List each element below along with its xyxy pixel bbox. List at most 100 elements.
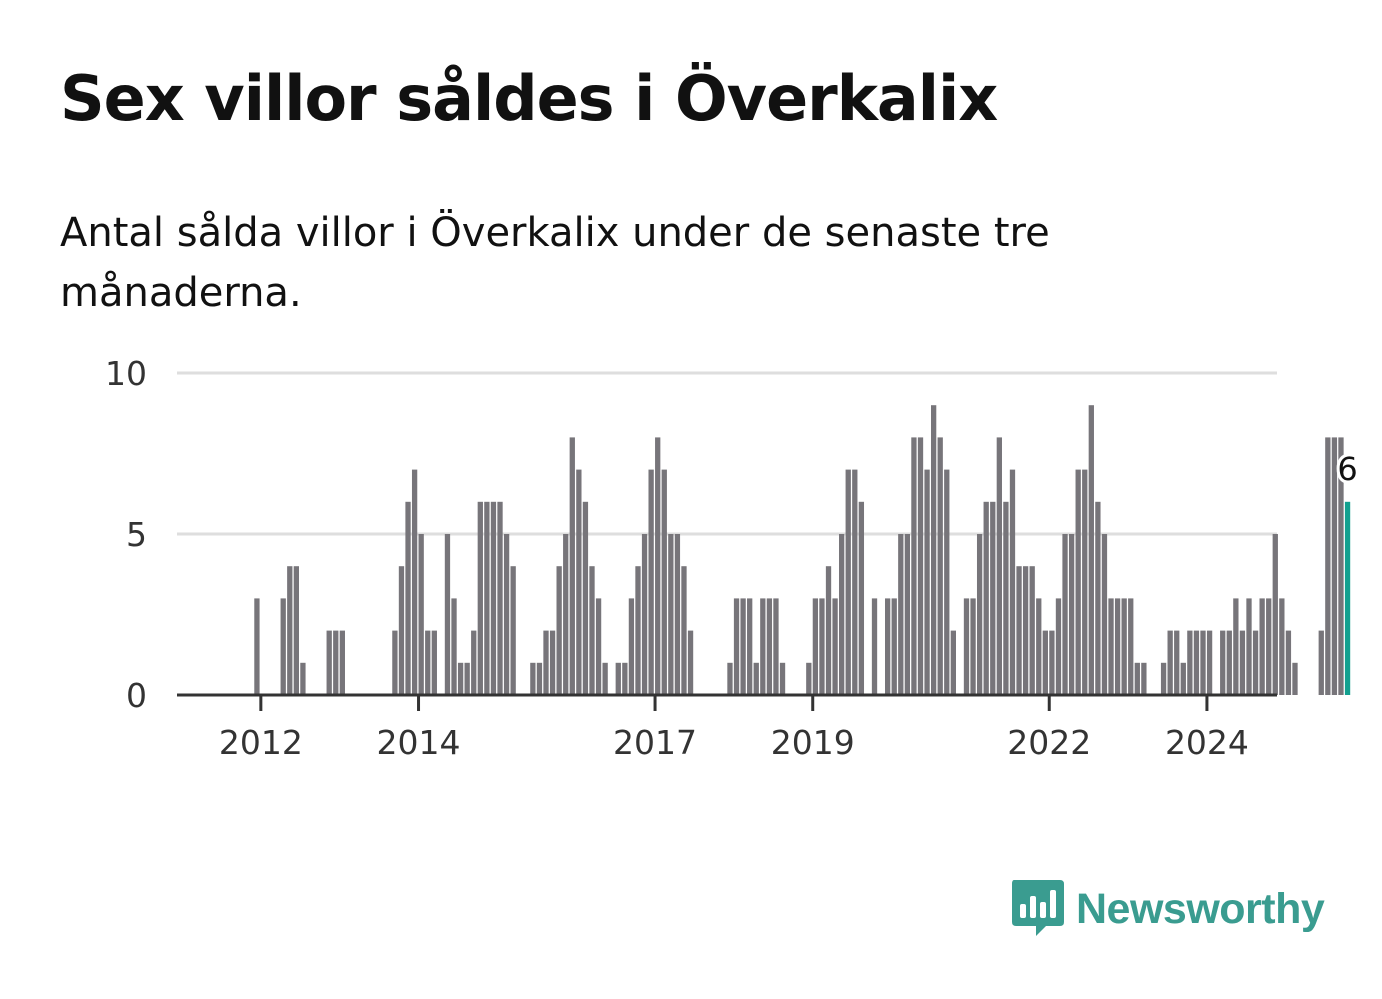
bar <box>1279 598 1285 695</box>
y-tick-label: 5 <box>126 515 147 554</box>
bar <box>1318 630 1324 695</box>
bar <box>898 534 904 695</box>
bar <box>1108 598 1114 695</box>
bar <box>300 662 306 695</box>
bar <box>1325 437 1331 695</box>
bar <box>1233 598 1239 695</box>
bar <box>418 534 424 695</box>
bar <box>628 598 635 695</box>
bar <box>569 437 575 695</box>
bar <box>1003 501 1009 695</box>
bar <box>477 501 483 695</box>
bar <box>904 534 911 695</box>
bar <box>576 469 582 695</box>
bar <box>451 598 457 695</box>
bar <box>641 534 648 695</box>
bar <box>917 437 924 695</box>
x-tick-label: 2012 <box>219 723 303 762</box>
bar <box>996 437 1002 695</box>
bar <box>970 598 976 695</box>
bar <box>963 598 970 695</box>
y-tick-label: 0 <box>126 676 147 715</box>
bar <box>911 437 917 695</box>
bar <box>1022 566 1029 695</box>
y-tick-label: 10 <box>105 354 147 393</box>
y-axis-ticks: 0 5 10 <box>105 354 147 715</box>
bar <box>1082 469 1088 695</box>
bar <box>753 662 759 695</box>
bar <box>1121 598 1127 695</box>
x-tick-label: 2014 <box>377 723 461 762</box>
bar <box>1331 437 1338 695</box>
bar <box>1141 662 1147 695</box>
bar <box>1075 469 1081 695</box>
bar <box>497 501 503 695</box>
x-tick-label: 2022 <box>1007 723 1091 762</box>
gridlines <box>177 371 1277 536</box>
bar <box>339 630 345 695</box>
bar <box>727 662 733 695</box>
newsworthy-logo: Newsworthy <box>1010 878 1325 940</box>
bar <box>1042 630 1048 695</box>
bar <box>661 469 667 695</box>
bar <box>1285 630 1292 695</box>
bar <box>885 598 891 695</box>
bar <box>668 534 674 695</box>
bar <box>1266 598 1272 695</box>
x-axis-ticks: 2012 2014 2017 2019 2022 2024 <box>219 695 1249 762</box>
bar <box>595 598 602 695</box>
bar <box>1246 598 1252 695</box>
bar <box>464 662 470 695</box>
bar <box>1200 630 1206 695</box>
bar <box>490 501 497 695</box>
bar <box>1049 630 1055 695</box>
bar <box>733 598 740 695</box>
bar <box>530 662 536 695</box>
bar <box>622 662 628 695</box>
bar <box>648 469 654 695</box>
bar <box>891 598 897 695</box>
bar <box>1128 598 1134 695</box>
x-tick-label: 2024 <box>1165 723 1249 762</box>
bar <box>411 469 418 695</box>
bar <box>635 566 641 695</box>
bar <box>405 501 411 695</box>
bar <box>556 566 562 695</box>
bar-chart: 0 5 10 2012 2014 2017 2019 2022 2024 6 <box>105 354 1358 762</box>
bar <box>1226 630 1232 695</box>
bar <box>924 469 930 695</box>
bar-highlight <box>1344 501 1351 695</box>
bar <box>457 662 464 695</box>
bars <box>254 405 1351 695</box>
bar <box>1062 534 1068 695</box>
bar <box>1239 630 1246 695</box>
bar <box>1292 662 1298 695</box>
bar <box>484 501 490 695</box>
bar <box>773 598 779 695</box>
bar <box>1174 630 1180 695</box>
bar <box>293 566 299 695</box>
bar <box>983 501 989 695</box>
bar <box>1180 662 1186 695</box>
bar <box>536 662 543 695</box>
bar <box>1101 534 1108 695</box>
bar <box>858 501 865 695</box>
bar <box>930 405 937 695</box>
bar <box>1272 534 1278 695</box>
bar <box>398 566 405 695</box>
bar <box>425 630 431 695</box>
bar <box>1338 437 1344 695</box>
bar <box>503 534 510 695</box>
bar <box>602 662 608 695</box>
bar <box>392 630 398 695</box>
bar <box>687 630 694 695</box>
bar <box>1009 469 1016 695</box>
bar <box>990 501 996 695</box>
bar <box>852 469 858 695</box>
bar <box>333 630 339 695</box>
bar <box>832 598 838 695</box>
bar <box>471 630 477 695</box>
bar <box>1252 630 1259 695</box>
bar <box>1187 630 1193 695</box>
bar <box>681 566 687 695</box>
